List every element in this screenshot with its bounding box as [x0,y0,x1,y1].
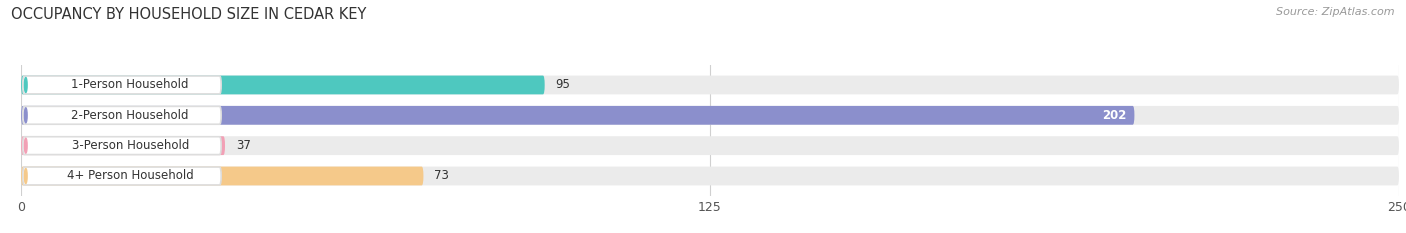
FancyBboxPatch shape [21,75,544,94]
Text: 2-Person Household: 2-Person Household [72,109,188,122]
FancyBboxPatch shape [21,75,1399,94]
FancyBboxPatch shape [21,136,225,155]
Text: OCCUPANCY BY HOUSEHOLD SIZE IN CEDAR KEY: OCCUPANCY BY HOUSEHOLD SIZE IN CEDAR KEY [11,7,367,22]
Circle shape [24,138,27,153]
Text: 3-Person Household: 3-Person Household [72,139,188,152]
Circle shape [24,77,27,93]
FancyBboxPatch shape [22,137,221,154]
Circle shape [24,108,27,123]
Text: 4+ Person Household: 4+ Person Household [67,169,194,182]
Text: Source: ZipAtlas.com: Source: ZipAtlas.com [1277,7,1395,17]
FancyBboxPatch shape [21,167,423,185]
FancyBboxPatch shape [21,106,1135,125]
Text: 37: 37 [236,139,250,152]
Text: 202: 202 [1102,109,1126,122]
FancyBboxPatch shape [21,167,1399,185]
FancyBboxPatch shape [21,136,1399,155]
FancyBboxPatch shape [22,167,221,185]
FancyBboxPatch shape [22,106,221,124]
FancyBboxPatch shape [22,76,221,94]
Text: 95: 95 [555,79,571,92]
Text: 73: 73 [434,169,450,182]
Text: 1-Person Household: 1-Person Household [72,79,188,92]
Circle shape [24,168,27,184]
FancyBboxPatch shape [21,106,1399,125]
